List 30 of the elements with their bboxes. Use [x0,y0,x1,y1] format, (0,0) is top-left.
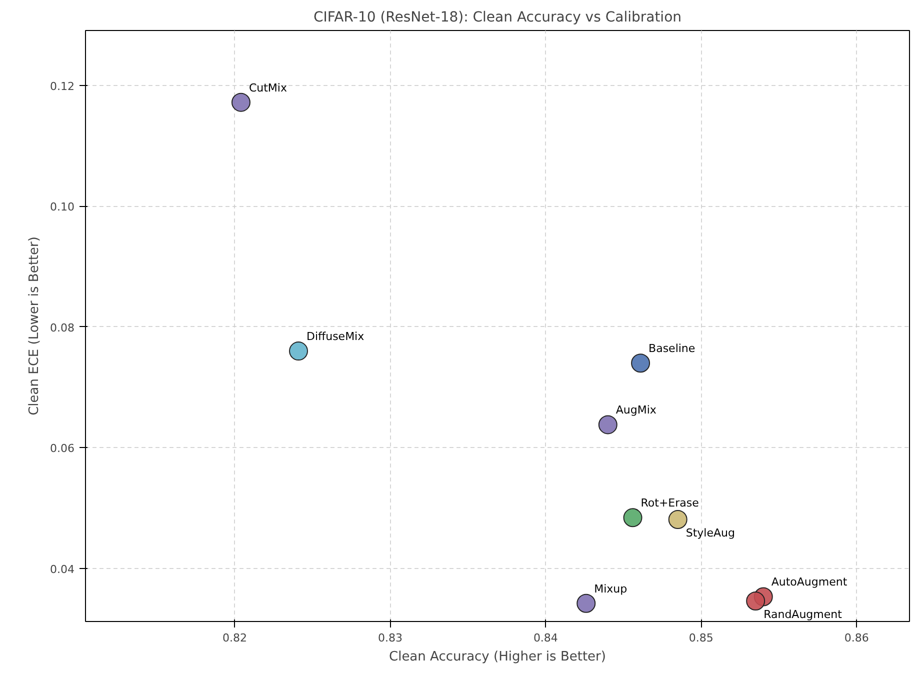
point [288,342,308,361]
y-tick-label: 0.10 [50,200,75,214]
x-tick-label: 0.86 [844,632,869,644]
series-label: AugMix [616,404,657,417]
point [576,594,596,613]
series-label: AutoAugment [771,576,848,589]
x-tick-label: 0.82 [222,632,248,644]
point [631,354,650,373]
series-label: CutMix [248,81,288,94]
y-axis-title: Clean ECE (Lower is Better) [27,236,42,416]
point [598,415,618,434]
series-label: DiffuseMix [306,330,365,344]
y-tick-label: 0.06 [50,442,75,456]
point [668,510,688,529]
series-label: Baseline [648,342,696,356]
y-tick-label: 0.12 [50,80,75,93]
y-tick-label: 0.08 [50,321,75,334]
y-tick-label: 0.04 [50,562,75,576]
x-axis-title: Clean Accuracy (Higher is Better) [389,650,606,664]
series-label: Rot+Erase [640,496,700,510]
point [746,591,766,610]
chart-title: CIFAR-10 (ResNet-18): Clean Accuracy vs Calibration [313,10,682,26]
x-tick-label: 0.85 [688,632,714,644]
series-label: StyleAug [686,526,735,540]
series-label: Mixup [594,582,628,596]
series-label: RandAugment [764,608,843,621]
point [623,508,642,528]
x-tick-label: 0.84 [533,632,558,644]
x-tick-label: 0.83 [378,632,402,644]
point [231,92,250,112]
